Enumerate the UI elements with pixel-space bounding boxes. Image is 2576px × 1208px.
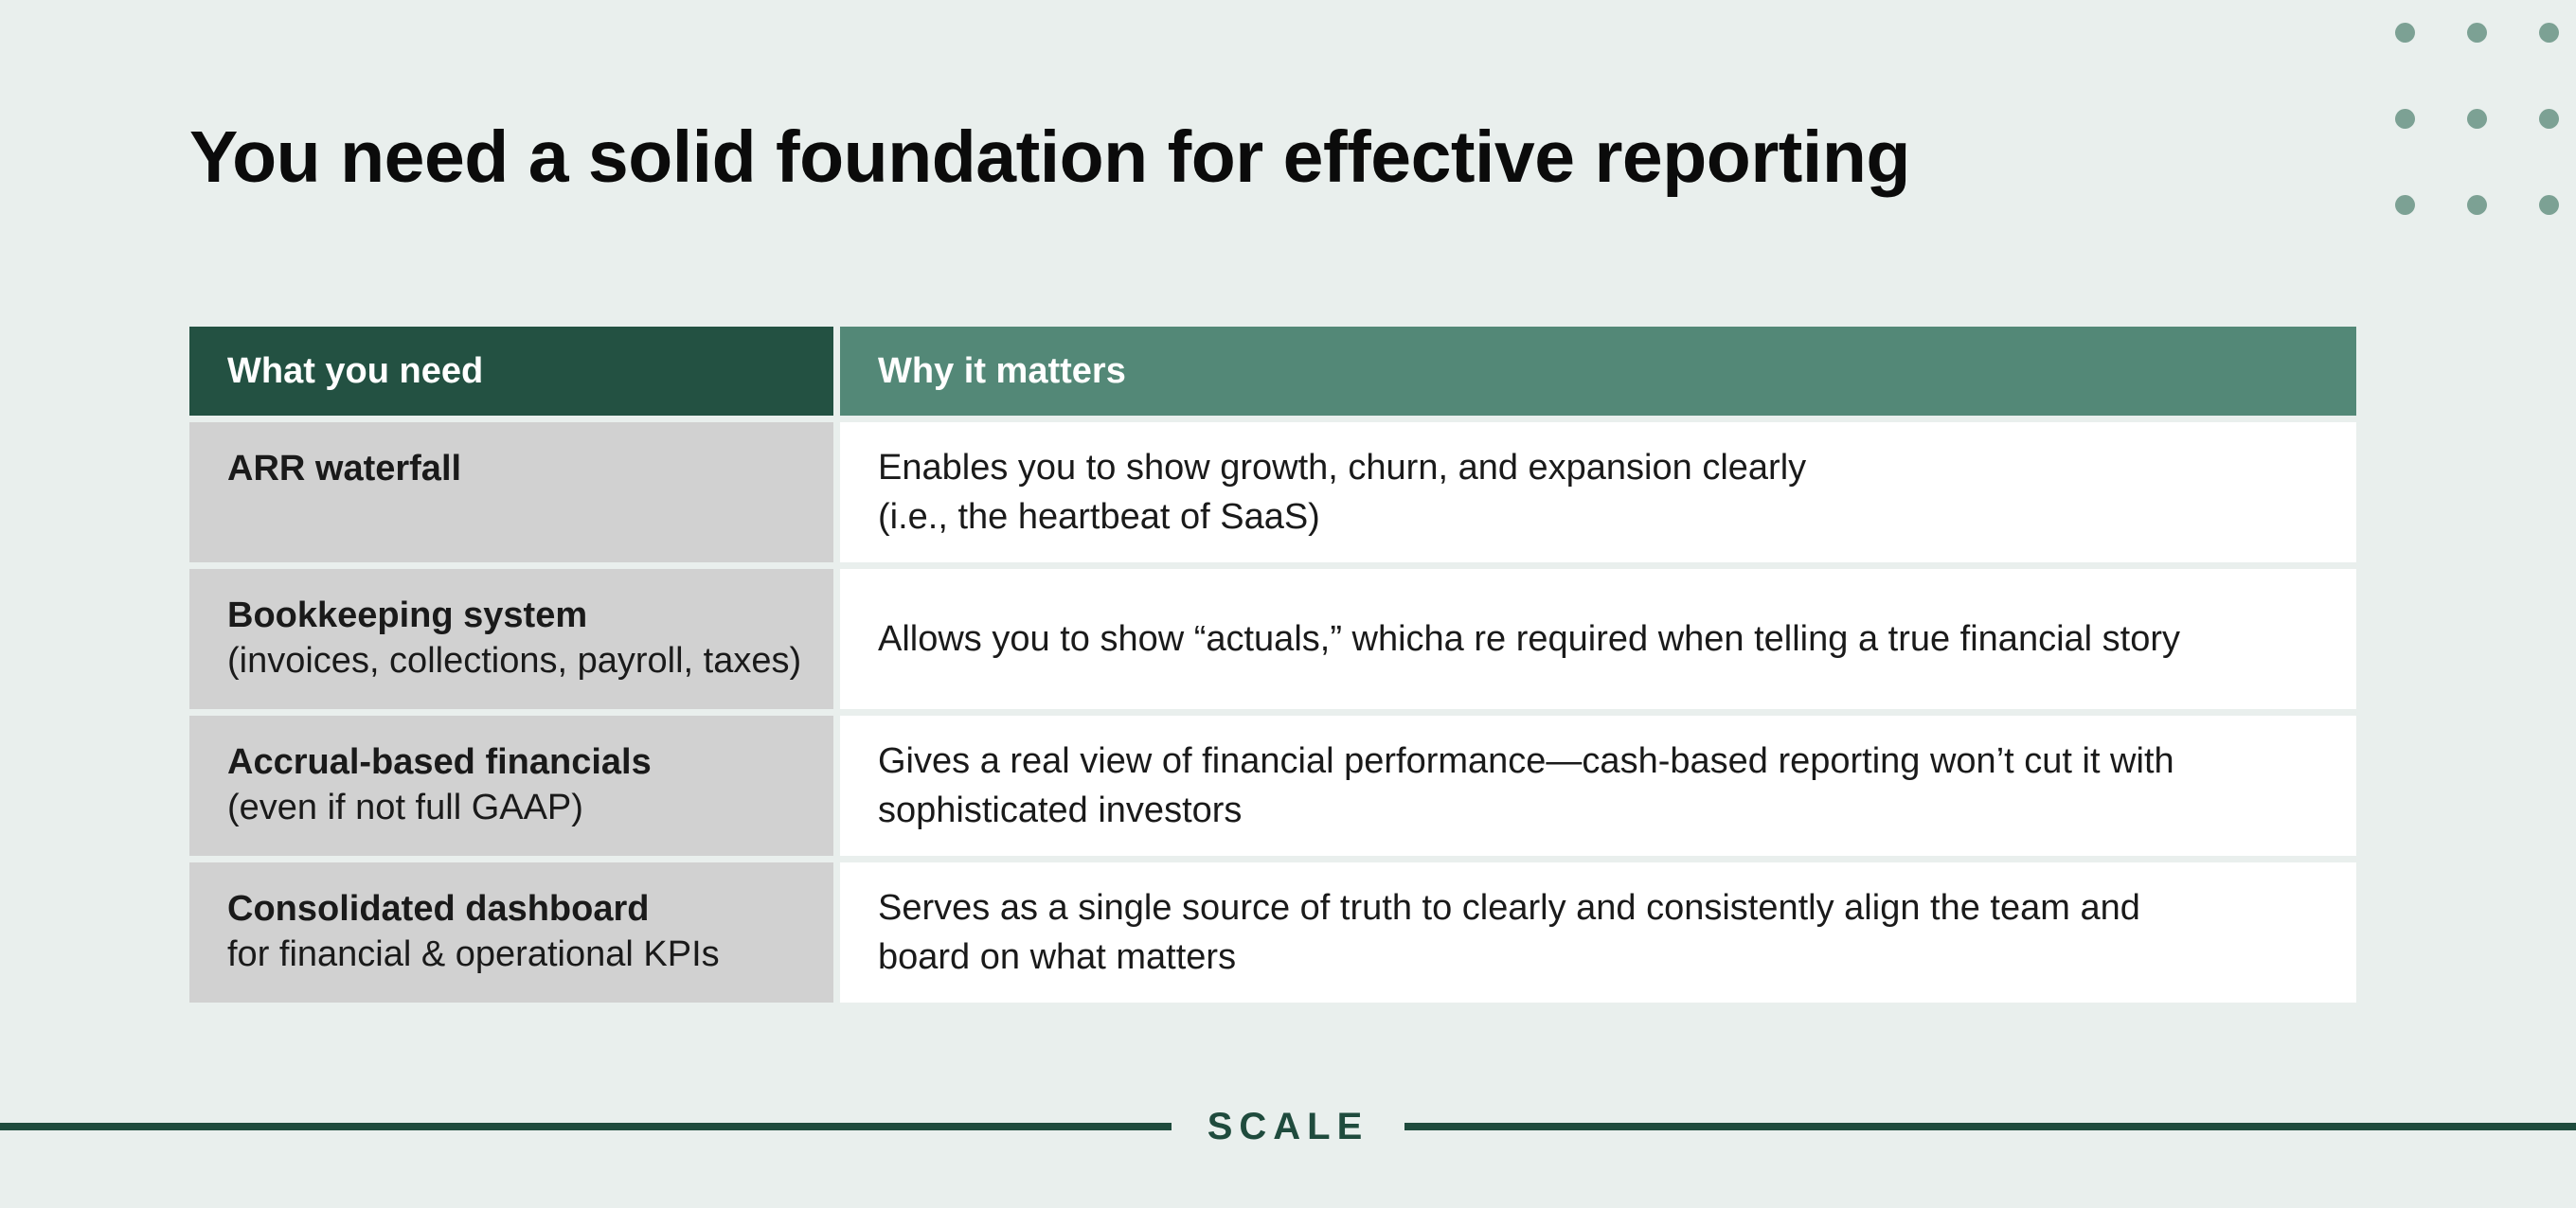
dot [2395, 23, 2415, 43]
footer-divider-right [1404, 1123, 2576, 1130]
need-title: Accrual-based financials [227, 742, 652, 782]
footer: SCALE [0, 1098, 2576, 1155]
why-cell: Serves as a single source of truth to cl… [840, 862, 2356, 1003]
dot [2467, 109, 2487, 129]
need-title: Bookkeeping system [227, 595, 588, 635]
table: What you need Why it matters ARR waterfa… [189, 327, 2356, 1003]
need-subtitle: (invoices, collections, payroll, taxes) [227, 641, 802, 681]
table-header-why-it-matters: Why it matters [840, 327, 2356, 416]
why-text-line: Serves as a single source of truth to cl… [878, 888, 2140, 928]
dot [2539, 109, 2559, 129]
why-cell: Gives a real view of financial performan… [840, 716, 2356, 856]
table-header-label: Why it matters [878, 350, 1126, 391]
dot [2539, 23, 2559, 43]
why-text-line: (i.e., the heartbeat of SaaS) [878, 497, 1320, 537]
why-text-line: Enables you to show growth, churn, and e… [878, 448, 1807, 488]
need-title: Consolidated dashboard [227, 889, 650, 929]
why-cell: Enables you to show growth, churn, and e… [840, 422, 2356, 562]
dot [2395, 109, 2415, 129]
dot [2467, 195, 2487, 215]
dot-grid-decoration [2395, 23, 2559, 215]
why-text-line: Gives a real view of financial performan… [878, 741, 2174, 781]
table-header-what-you-need: What you need [189, 327, 833, 416]
why-text-line: board on what matters [878, 937, 1237, 977]
dot [2395, 195, 2415, 215]
dot [2539, 195, 2559, 215]
need-title: ARR waterfall [227, 449, 462, 489]
need-cell: Consolidated dashboard for financial & o… [189, 862, 833, 1003]
need-subtitle: (even if not full GAAP) [227, 788, 583, 827]
page-title: You need a solid foundation for effectiv… [189, 116, 1910, 198]
footer-divider-left [0, 1123, 1172, 1130]
why-text-line: sophisticated investors [878, 791, 1243, 830]
table-header-label: What you need [227, 350, 484, 391]
need-cell: ARR waterfall [189, 422, 833, 562]
why-text-line: Allows you to show “actuals,” whicha re … [878, 619, 2180, 659]
need-cell: Accrual-based financials (even if not fu… [189, 716, 833, 856]
scale-logo: SCALE [1207, 1105, 1369, 1147]
why-cell: Allows you to show “actuals,” whicha re … [840, 569, 2356, 709]
need-cell: Bookkeeping system (invoices, collection… [189, 569, 833, 709]
need-subtitle: for financial & operational KPIs [227, 934, 720, 974]
dot [2467, 23, 2487, 43]
